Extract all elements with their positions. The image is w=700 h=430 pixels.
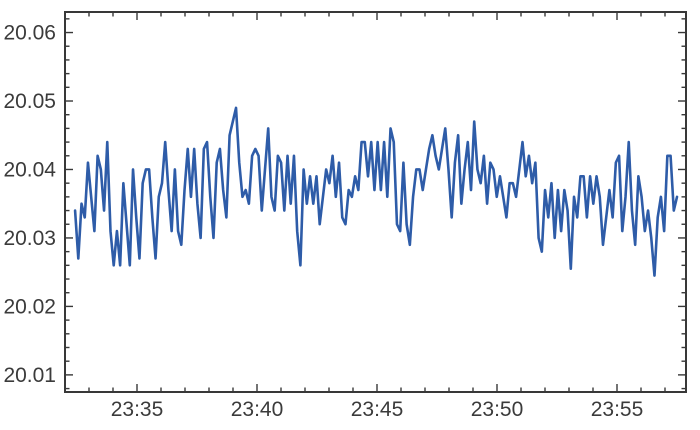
x-tick-label: 23:35 (111, 398, 164, 421)
y-tick-label: 20.06 (3, 22, 56, 45)
x-tick-label: 23:45 (351, 398, 404, 421)
y-tick-label: 20.04 (3, 158, 56, 181)
y-tick-label: 20.03 (3, 227, 56, 250)
data-line-measurement (73, 106, 679, 277)
plot-frame (64, 11, 687, 393)
x-tick-label: 23:40 (231, 398, 284, 421)
y-tick-label: 20.02 (3, 295, 56, 318)
x-tick-label: 23:55 (591, 398, 644, 421)
x-tick-label: 23:50 (471, 398, 524, 421)
y-tick-label: 20.01 (3, 364, 56, 387)
y-tick-label: 20.05 (3, 90, 56, 113)
